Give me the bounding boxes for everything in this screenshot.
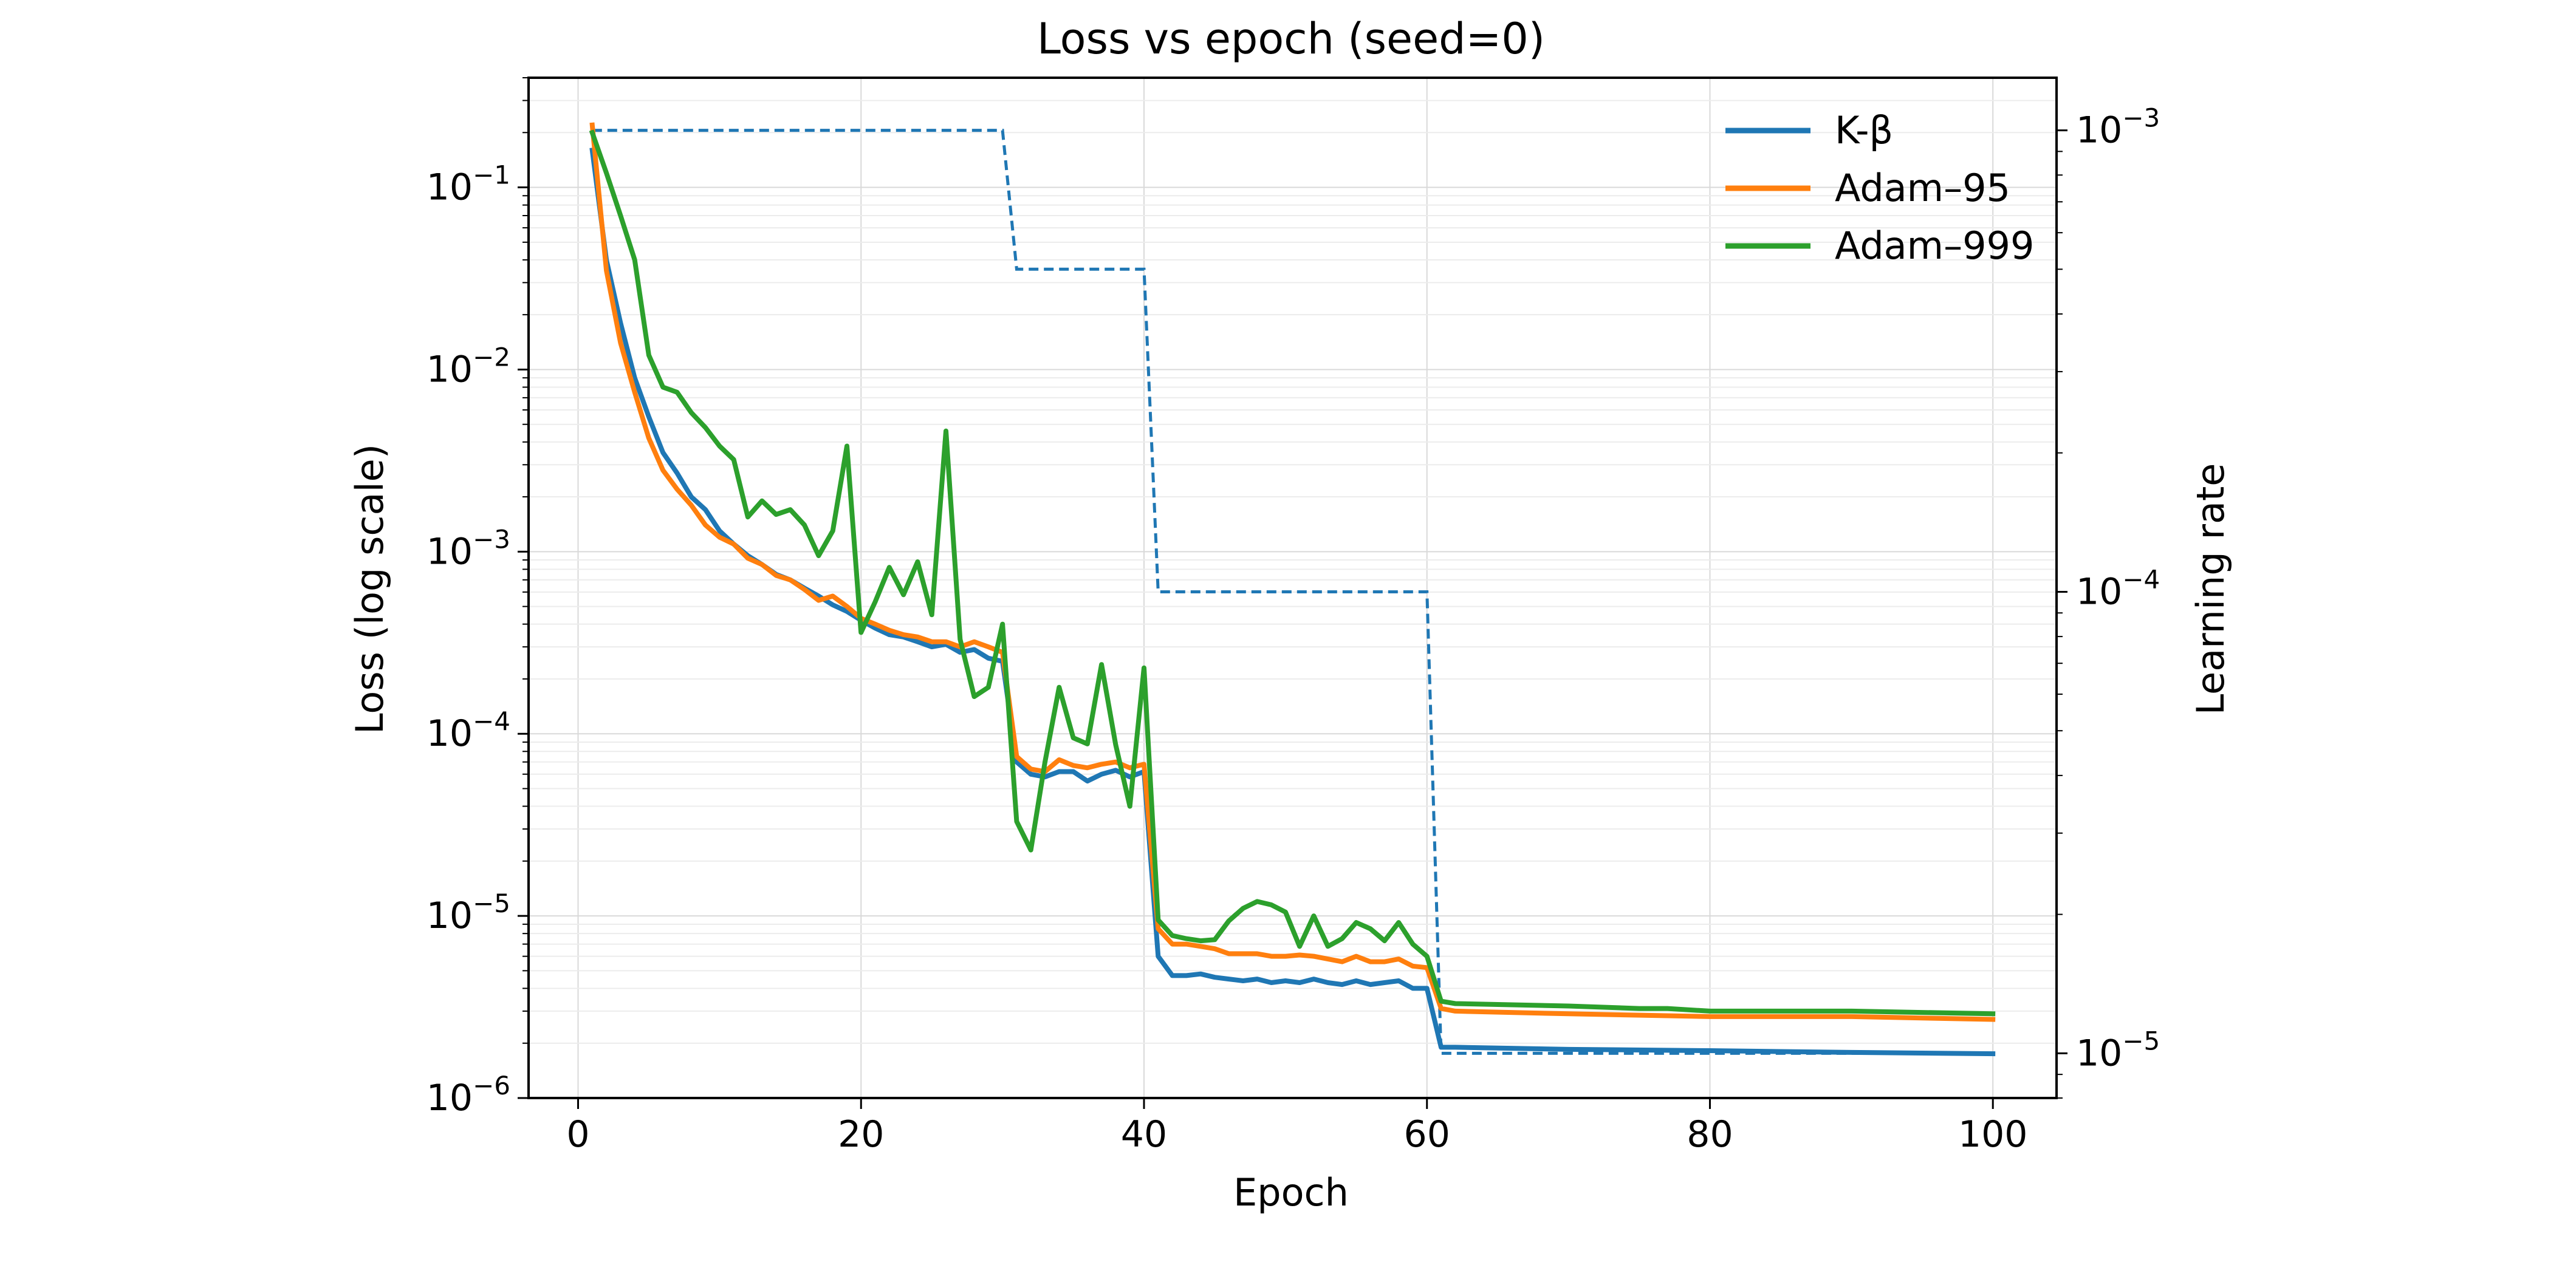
y-axis-left: 10−6 10−5 10−4 10−3 10−2 10−1 — [426, 77, 529, 1119]
y2-tick-label: 10−3 — [2076, 103, 2160, 152]
y-tick-label: 10−4 — [426, 706, 510, 755]
y-tick-label: 10−3 — [426, 524, 510, 573]
x-tick-label: 80 — [1687, 1113, 1733, 1156]
y2-tick-label: 10−5 — [2076, 1026, 2160, 1074]
x-tick-label: 100 — [1958, 1113, 2028, 1156]
y-axis-label: Loss (log scale) — [348, 444, 392, 734]
series-line-3 — [589, 129, 1996, 1017]
loss-series-layer — [589, 122, 1996, 1057]
lr-schedule-line — [592, 129, 1993, 1055]
y-tick-label: 10−5 — [426, 888, 510, 937]
chart-title: Loss vs epoch (seed=0) — [1037, 14, 1545, 64]
x-axis-label: Epoch — [1233, 1170, 1349, 1215]
y-tick-label: 10−1 — [426, 160, 510, 209]
y2-axis-label: Learning rate — [2188, 463, 2233, 715]
x-tick-label: 0 — [566, 1113, 589, 1156]
y-axis-right: 10−5 10−4 10−3 — [2057, 103, 2160, 1099]
x-axis: 0 20 40 60 80 100 — [566, 1098, 2027, 1156]
plot-frame — [527, 77, 2058, 1099]
x-tick-label: 20 — [838, 1113, 884, 1156]
y-tick-label: 10−6 — [426, 1071, 510, 1119]
x-tick-label: 40 — [1121, 1113, 1167, 1156]
y2-tick-label: 10−4 — [2076, 564, 2160, 613]
y-tick-label: 10−2 — [426, 342, 510, 391]
legend: K-β Adam–95 Adam–999 — [1725, 108, 2034, 268]
series-line-2 — [589, 122, 1996, 1022]
x-tick-label: 60 — [1404, 1113, 1450, 1156]
lr-schedule-layer — [592, 129, 1993, 1055]
legend-label: Adam–95 — [1835, 166, 2010, 210]
legend-label: K-β — [1835, 108, 1893, 152]
grid-lines — [529, 77, 2057, 1099]
legend-label: Adam–999 — [1835, 223, 2034, 268]
